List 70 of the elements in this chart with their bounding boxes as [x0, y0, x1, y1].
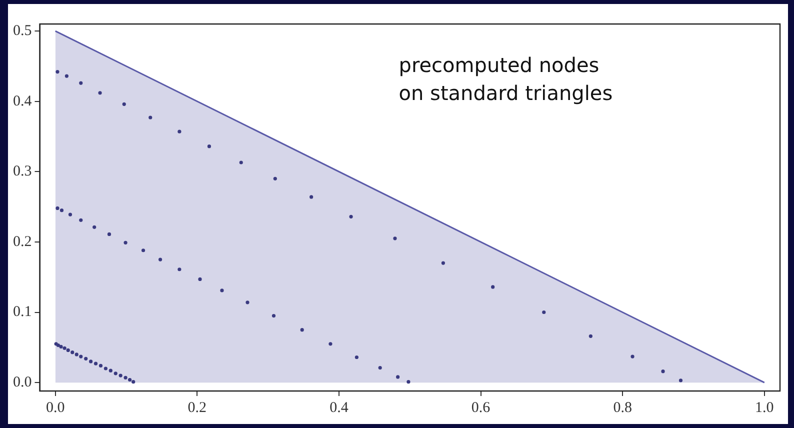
point [122, 102, 126, 106]
point [107, 232, 112, 236]
point [158, 258, 162, 262]
point [104, 366, 108, 370]
point [132, 380, 136, 384]
point [328, 342, 332, 346]
y-tick-label: 0.0 [13, 374, 32, 390]
point [114, 372, 118, 376]
point [310, 195, 314, 199]
annotation: precomputed nodes on standard triangles [398, 53, 613, 105]
y-tick-label: 0.2 [13, 234, 32, 250]
point [272, 314, 276, 318]
y-tick-label: 0.3 [13, 164, 32, 180]
x-tick-label: 1.0 [755, 400, 774, 416]
point [300, 328, 304, 332]
point [273, 176, 277, 180]
point [239, 160, 243, 164]
point [441, 261, 445, 265]
point [60, 208, 64, 212]
point [79, 218, 83, 222]
x-tick-label: 0.6 [471, 400, 491, 416]
y-tick-label: 0.4 [13, 93, 32, 110]
point [661, 370, 665, 374]
point [70, 350, 74, 354]
point [141, 248, 146, 252]
point [79, 354, 83, 358]
point [178, 268, 182, 272]
point [378, 366, 382, 370]
point [588, 334, 592, 338]
y-tick-label: 0.5 [13, 22, 32, 39]
point [396, 375, 400, 379]
point [220, 288, 224, 292]
point [349, 214, 353, 218]
point [62, 346, 66, 350]
point [94, 362, 98, 366]
point [56, 70, 60, 74]
point [64, 74, 68, 78]
point [118, 374, 122, 378]
y-tick-label: 0.1 [13, 304, 32, 320]
x-tick-label: 0.0 [46, 400, 65, 416]
point [56, 206, 60, 210]
x-tick-label: 0.4 [330, 400, 349, 416]
point [491, 285, 495, 289]
point [84, 356, 88, 360]
point [393, 236, 397, 240]
point [246, 300, 250, 304]
point [148, 116, 152, 120]
point [630, 354, 634, 358]
point [128, 378, 132, 382]
x-tick-label: 0.2 [188, 400, 207, 416]
point [124, 240, 128, 244]
point [108, 368, 112, 372]
point [98, 91, 102, 95]
point [406, 380, 410, 384]
point [89, 360, 93, 364]
point [68, 212, 72, 216]
point [354, 355, 358, 360]
point [542, 310, 546, 314]
point [207, 144, 212, 148]
point [678, 378, 683, 382]
x-tick-label: 0.8 [613, 400, 632, 416]
point [178, 130, 182, 134]
point [124, 376, 128, 380]
point [66, 348, 70, 352]
point [92, 225, 96, 229]
point [98, 364, 103, 368]
point [79, 81, 83, 85]
point [59, 344, 63, 349]
point [198, 277, 202, 282]
point [74, 352, 78, 356]
